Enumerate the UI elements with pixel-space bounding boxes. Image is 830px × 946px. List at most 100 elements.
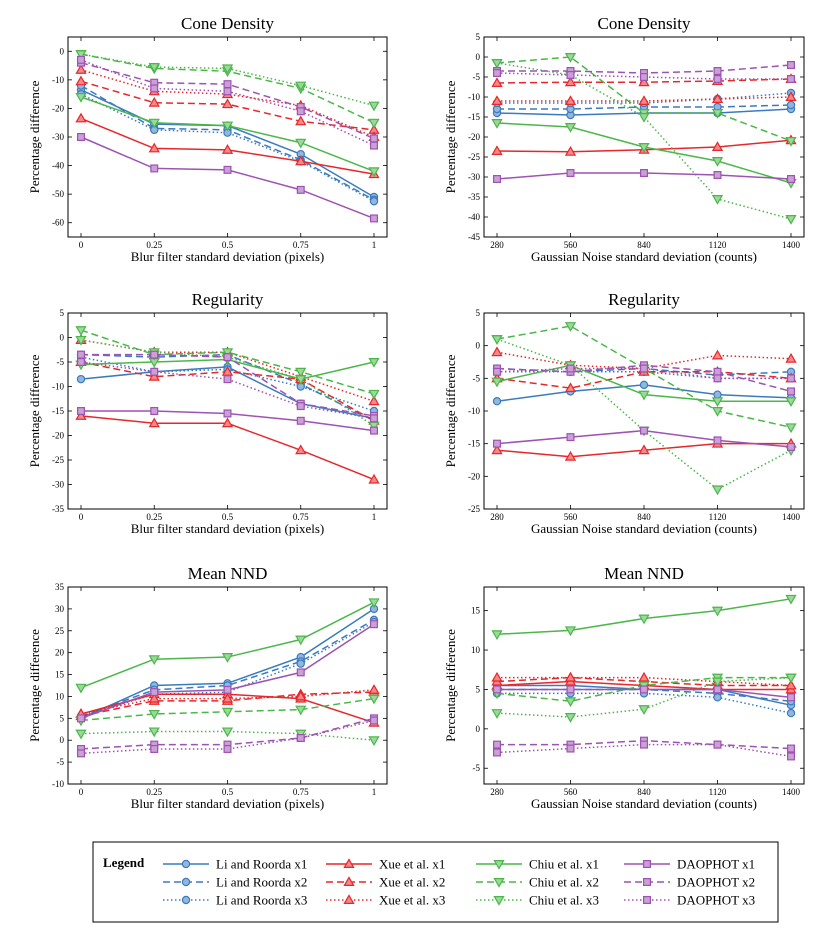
y-axis-label: Percentage difference (27, 80, 42, 193)
chart-panel-4: Regularity Gaussian Noise standard deviat… (443, 290, 805, 536)
data-point (148, 692, 160, 703)
data-point (76, 350, 85, 359)
data-point (711, 141, 724, 151)
data-point (76, 358, 85, 367)
x-tick-label: 1120 (709, 787, 727, 797)
plot-frame (483, 36, 805, 238)
data-point (491, 118, 503, 129)
y-tick-label: -15 (468, 439, 480, 449)
series-line (80, 339, 375, 427)
y-axis-label: Percentage difference (443, 629, 458, 742)
x-tick-label: 840 (637, 787, 651, 797)
y-tick-label: -60 (52, 218, 64, 228)
series-daophot-x3 (493, 68, 795, 83)
chart-title: Cone Density (181, 14, 275, 33)
data-point (711, 677, 724, 688)
data-point (368, 167, 380, 178)
data-point (491, 77, 503, 88)
x-tick-label: 280 (490, 512, 504, 522)
y-tick-label: -10 (52, 382, 64, 392)
data-point (711, 93, 724, 104)
data-point (493, 740, 502, 749)
data-point (564, 382, 577, 393)
data-point (713, 390, 722, 399)
x-tick-label: 560 (564, 240, 578, 250)
data-point (564, 713, 577, 723)
data-point (150, 350, 159, 359)
data-point (638, 76, 650, 87)
data-point (296, 734, 305, 743)
legend-marker (343, 876, 355, 887)
data-point (491, 58, 503, 69)
data-point (368, 118, 380, 129)
data-point (713, 74, 722, 83)
data-point (150, 367, 159, 376)
data-point (713, 693, 722, 702)
series-line (80, 361, 375, 420)
legend-label: Chiu et al. x1 (529, 857, 599, 872)
data-point (786, 74, 795, 83)
x-tick-label: 0.75 (293, 240, 309, 250)
chart-title: Regularity (608, 290, 680, 309)
data-point (368, 395, 380, 406)
series-chiu-et-al-x1 (491, 594, 797, 641)
legend-marker (642, 877, 651, 886)
y-tick-label: 5 (60, 713, 65, 723)
plot-frame (67, 586, 388, 785)
data-point (75, 75, 87, 86)
x-tick-label: 560 (564, 512, 578, 522)
legend-label: Li and Roorda x1 (216, 857, 307, 872)
data-point (296, 659, 305, 668)
data-point (221, 121, 234, 132)
data-point (150, 744, 159, 753)
data-point (638, 95, 650, 106)
data-point (76, 55, 85, 64)
x-tick-label: 0 (79, 512, 84, 522)
x-axis-label: Gaussian Noise standard deviation (count… (531, 521, 757, 536)
data-point (492, 397, 502, 406)
data-point (75, 92, 87, 103)
series-line (80, 621, 375, 717)
series-daophot-x1 (76, 133, 379, 223)
series-daophot-x3 (76, 55, 379, 150)
data-point (75, 335, 87, 346)
legend-marker (181, 859, 191, 869)
chart-panel-3: Regularity Blur filter standard deviation… (27, 290, 388, 536)
x-tick-label: 0.5 (222, 240, 234, 250)
legend-marker (181, 877, 191, 887)
data-point (491, 346, 503, 357)
legend-label: Li and Roorda x3 (216, 893, 307, 908)
data-point (223, 685, 232, 694)
data-point (368, 694, 380, 705)
legend-label: Chiu et al. x3 (529, 893, 599, 908)
series-chiu-et-al-x1 (75, 92, 380, 178)
data-point (639, 685, 648, 694)
series-daophot-x1 (493, 685, 795, 702)
data-point (713, 171, 722, 180)
x-axis-label: Blur filter standard deviation (pixels) (131, 249, 325, 264)
series-chiu-et-al-x1 (491, 118, 797, 189)
data-point (148, 96, 160, 107)
series-line (496, 62, 792, 220)
x-tick-label: 1120 (709, 512, 727, 522)
data-point (493, 175, 502, 184)
y-tick-label: 5 (60, 308, 65, 318)
x-tick-label: 1 (372, 787, 377, 797)
data-point (493, 685, 502, 694)
legend-entry: Xue et al. x2 (326, 875, 445, 890)
series-line (80, 93, 375, 202)
y-tick-label: 20 (55, 648, 65, 658)
data-point (711, 157, 724, 167)
x-tick-label: 0.25 (146, 787, 162, 797)
series-chiu-et-al-x3 (491, 673, 797, 723)
data-point (223, 80, 232, 89)
data-point (785, 679, 797, 690)
data-point (296, 416, 305, 425)
series-daophot-x3 (76, 358, 379, 423)
x-tick-label: 840 (637, 512, 651, 522)
series-daophot-x1 (493, 426, 795, 451)
data-point (295, 115, 307, 126)
data-point (785, 397, 797, 408)
y-tick-label: 5 (476, 308, 481, 318)
y-tick-label: -5 (57, 357, 65, 367)
